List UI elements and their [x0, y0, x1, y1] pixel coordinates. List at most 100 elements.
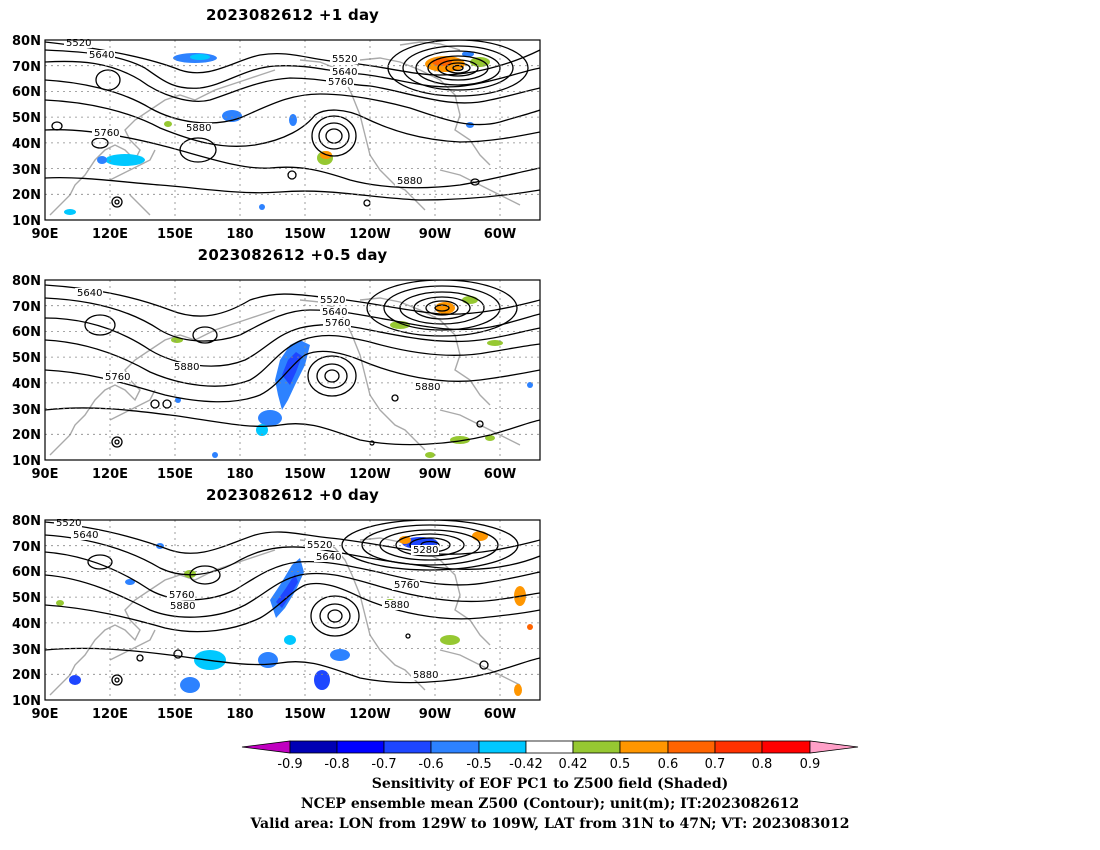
lat-label-30n: 30N [12, 163, 41, 178]
contour-label: 5640 [322, 307, 347, 318]
colorbar-label: 0.6 [658, 757, 679, 772]
lat-label-10n: 10N [12, 694, 41, 709]
lon-label-180: 180 [226, 467, 253, 482]
lon-label-120e: 120E [92, 707, 128, 722]
lat-label-80n: 80N [12, 274, 41, 289]
lon-axis-labels: 90E 120E 150E 180 150W 120W 90W 60W [32, 227, 517, 242]
colorbar-label: 0.8 [752, 757, 773, 772]
lon-label-150e: 150E [157, 227, 193, 242]
lat-label-70n: 70N [12, 300, 41, 315]
lon-label-120w: 120W [349, 227, 390, 242]
contour-label: 5640 [316, 552, 341, 563]
lat-label-60n: 60N [12, 85, 41, 100]
contour-label: 5880 [170, 601, 195, 612]
contour-label: 5640 [332, 67, 357, 78]
lat-label-70n: 70N [12, 60, 41, 75]
lon-axis-labels: 90E 120E 150E 180 150W 120W 90W 60W [32, 707, 517, 722]
lon-label-90w: 90W [419, 707, 451, 722]
colorbar-labels: -0.9 -0.8 -0.7 -0.6 -0.5 -0.42 0.42 0.5 … [277, 757, 820, 772]
lon-label-90e: 90E [32, 467, 59, 482]
sensitivity-shading [56, 531, 533, 696]
contour-label: 5520 [307, 540, 332, 551]
contour-label: 5640 [73, 530, 98, 541]
lat-label-50n: 50N [12, 351, 41, 366]
lat-axis-labels: 80N 70N 60N 50N 40N 30N 20N 10N [12, 34, 41, 229]
lat-label-80n: 80N [12, 514, 41, 529]
contour-labels: 5640 5520 5640 5760 5760 5880 5880 [75, 288, 441, 393]
caption-contour: NCEP ensemble mean Z500 (Contour); unit(… [300, 796, 800, 812]
lat-label-40n: 40N [12, 377, 41, 392]
colorbar-label: -0.6 [418, 757, 443, 772]
lon-label-180: 180 [226, 707, 253, 722]
z500-contours [45, 520, 540, 686]
lon-label-60w: 60W [484, 227, 516, 242]
colorbar-label: -0.7 [371, 757, 396, 772]
colorbar-bin [667, 740, 716, 754]
panel-title-day0-5: 2023082612 +0.5 day [197, 246, 388, 264]
contour-label: 5880 [174, 362, 199, 373]
colorbar-bin [761, 740, 811, 754]
colorbar-label: 0.5 [610, 757, 631, 772]
colorbar-bin [336, 740, 385, 754]
lat-label-60n: 60N [12, 325, 41, 340]
colorbar-bin [289, 740, 338, 754]
colorbar-label: 0.42 [559, 757, 588, 772]
colorbar-bin [430, 740, 480, 754]
contour-label: 5760 [394, 580, 419, 591]
contour-labels: 5520 5640 5520 5640 5280 5760 5760 5880 … [54, 518, 439, 681]
contour-label: 5640 [89, 50, 114, 61]
caption-shading: Sensitivity of EOF PC1 to Z500 field (Sh… [371, 776, 729, 792]
colorbar-label: -0.42 [509, 757, 543, 772]
lon-label-90e: 90E [32, 707, 59, 722]
map-panel-day0-5: 5640 5520 5640 5760 5760 5880 5880 80N 7… [12, 274, 541, 482]
lat-label-10n: 10N [12, 214, 41, 229]
colorbar-label: -0.5 [466, 757, 491, 772]
lat-label-30n: 30N [12, 643, 41, 658]
lon-label-90w: 90W [419, 227, 451, 242]
lon-label-150e: 150E [157, 707, 193, 722]
lat-label-80n: 80N [12, 34, 41, 49]
lat-label-10n: 10N [12, 454, 41, 469]
grid-lines [45, 280, 540, 460]
contour-label: 5760 [105, 372, 130, 383]
lon-label-60w: 60W [484, 707, 516, 722]
lon-label-150e: 150E [157, 467, 193, 482]
panel-frame [44, 39, 541, 221]
lon-label-90w: 90W [419, 467, 451, 482]
lat-label-40n: 40N [12, 617, 41, 632]
lat-label-20n: 20N [12, 428, 41, 443]
lat-axis-labels: 80N 70N 60N 50N 40N 30N 20N 10N [12, 514, 41, 709]
colorbar-bin [525, 740, 574, 754]
contour-label: 5520 [320, 295, 345, 306]
colorbar-low-arrow [241, 740, 291, 754]
contour-labels: 5520 5640 5520 5640 5760 5760 5880 5880 [64, 38, 423, 187]
contour-label: 5760 [169, 590, 194, 601]
lat-label-60n: 60N [12, 565, 41, 580]
lon-label-90e: 90E [32, 227, 59, 242]
contour-label: 5760 [325, 318, 350, 329]
colorbar-high-arrow [809, 740, 859, 754]
lat-label-20n: 20N [12, 188, 41, 203]
lon-label-120e: 120E [92, 227, 128, 242]
contour-label: 5520 [66, 38, 91, 49]
lat-label-30n: 30N [12, 403, 41, 418]
lon-label-180: 180 [226, 227, 253, 242]
colorbar-bin [619, 740, 669, 754]
coastlines [49, 41, 521, 216]
colorbar-bin [383, 740, 432, 754]
lat-label-50n: 50N [12, 591, 41, 606]
lon-label-120e: 120E [92, 467, 128, 482]
colorbar-label: 0.9 [800, 757, 821, 772]
contour-label: 5880 [384, 600, 409, 611]
z500-contours [45, 40, 540, 208]
panel-frame [44, 279, 541, 461]
panel-title-day1: 2023082612 +1 day [205, 6, 380, 24]
contour-label: 5880 [415, 382, 440, 393]
lat-label-70n: 70N [12, 540, 41, 555]
lon-label-60w: 60W [484, 467, 516, 482]
contour-label: 5880 [397, 176, 422, 187]
lon-label-150w: 150W [284, 467, 325, 482]
contour-label: 5760 [94, 128, 119, 139]
lat-label-20n: 20N [12, 668, 41, 683]
lon-label-150w: 150W [284, 227, 325, 242]
